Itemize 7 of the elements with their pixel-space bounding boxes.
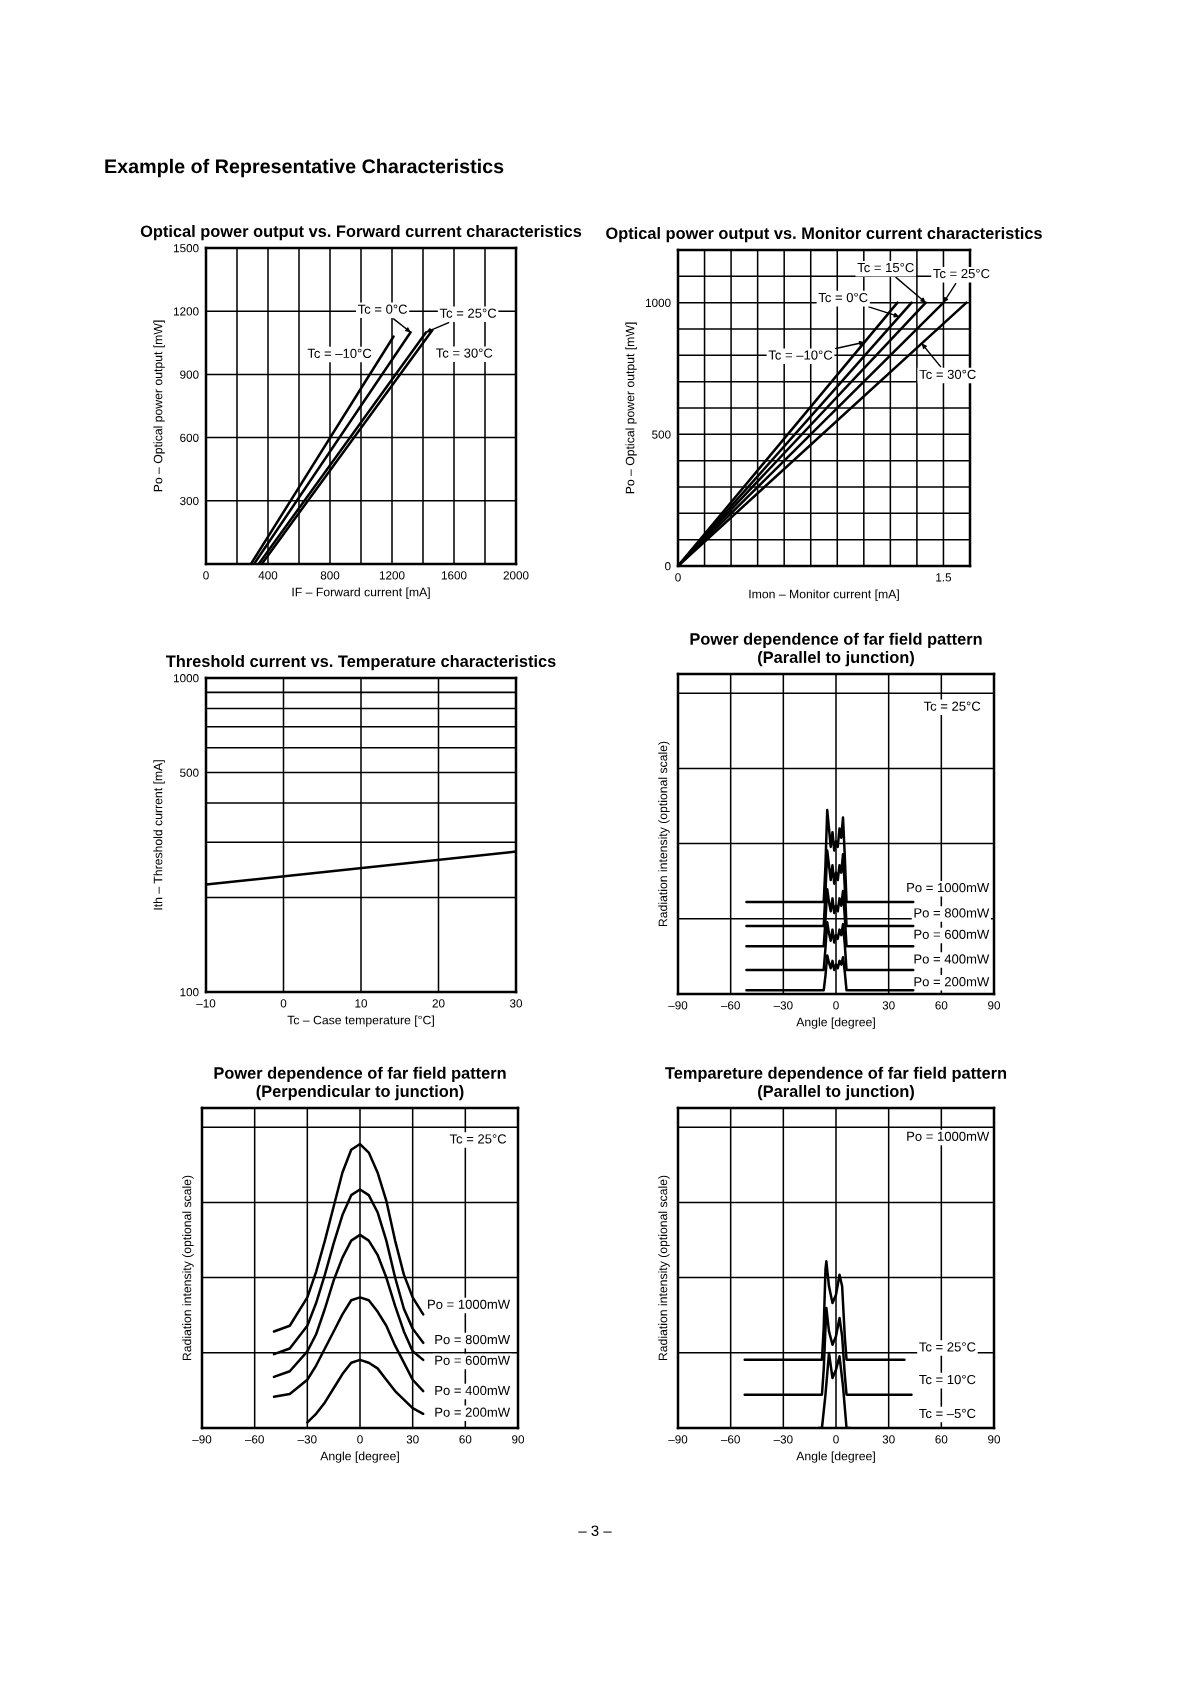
text: Example of Representative Characteristics [105,158,504,178]
chart-title: Tempareture dependence of far field pattern (Parallel to junction) [665,1066,1007,1101]
chart-title: Power dependence of far field pattern (Parallel to junction) [690,632,982,667]
chart-title: Optical power output vs. Monitor current characteristics [606,227,1042,243]
chart-title: Power dependence of far field pattern (Perpendicular to junction) [214,1066,506,1101]
chart-title: Optical power output vs. Forward current characteristics [140,225,582,241]
chart-title: Threshold current vs. Temperature characteristics [165,655,556,671]
